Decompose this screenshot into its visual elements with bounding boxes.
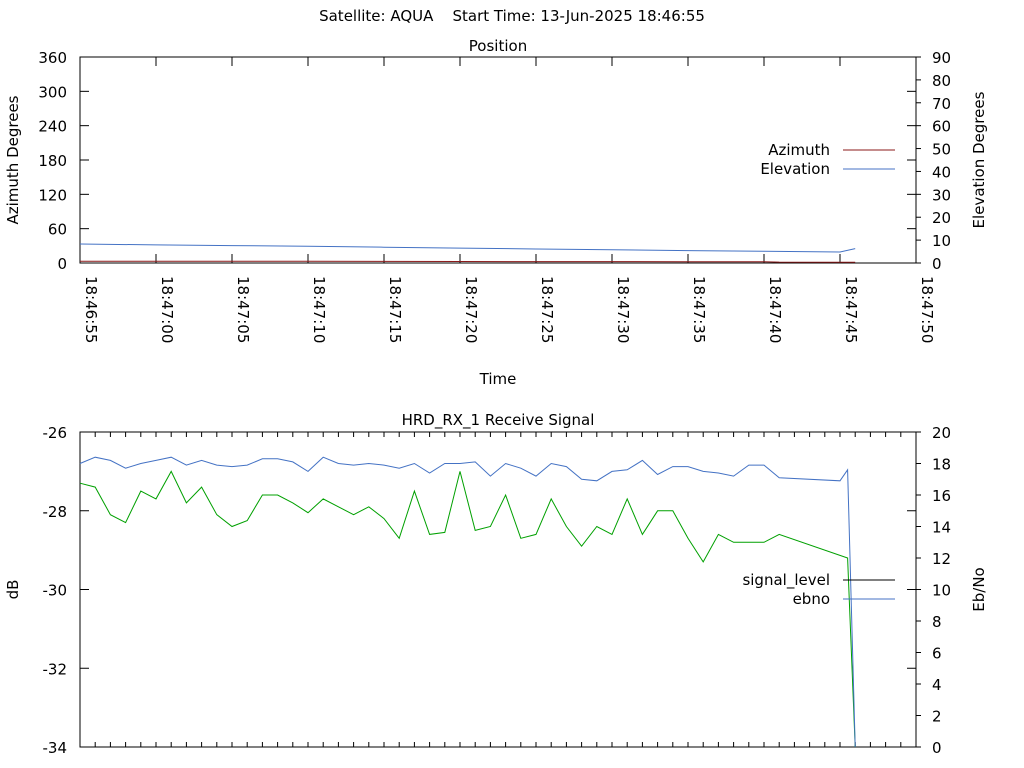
signal-y-tick-label: -34 [43,739,68,757]
position-x-tick-label: 18:47:15 [386,276,404,343]
position-y-tick-label: 0 [57,255,67,273]
position-y2-tick-label: 80 [932,72,951,90]
signal-y2-tick-label: 10 [932,582,951,600]
signal-y2-tick-label: 6 [932,645,942,663]
signal-y2-tick-label: 12 [932,550,951,568]
position-y2-tick-label: 0 [932,255,942,273]
signal-plot-frame [79,431,917,748]
position-y-tick-label: 240 [38,118,67,136]
position-y-tick-label: 120 [38,186,67,204]
position-y2-tick-label: 20 [932,209,951,227]
position-x-tick-label: 18:46:55 [82,276,100,343]
signal-y2-tick-label: 20 [932,424,951,442]
position-x-axis-label: Time [479,370,517,388]
signal-y2-tick-label: 0 [932,739,942,757]
position-y-axis-label: Azimuth Degrees [4,95,22,224]
signal-y-tick-label: -30 [43,582,68,600]
signal-legend-label: signal_level [742,571,830,590]
position-y-tick-label: 60 [48,221,67,239]
position-x-tick-label: 18:47:00 [158,276,176,343]
position-chart-title: Position [469,37,527,55]
position-y2-tick-label: 40 [932,163,951,181]
signal-y2-tick-label: 14 [932,519,951,537]
signal-y-axis-label: dB [4,580,22,600]
signal-legend-label: ebno [793,590,830,608]
position-x-tick-label: 18:47:45 [842,276,860,343]
position-series-line-elevation [79,243,856,253]
position-y2-tick-label: 30 [932,186,951,204]
signal-y2-tick-label: 4 [932,676,942,694]
position-x-tick-label: 18:47:40 [766,276,784,343]
position-y2-tick-label: 50 [932,141,951,159]
position-x-tick-label: 18:47:35 [690,276,708,343]
signal-chart-title: HRD_RX_1 Receive Signal [402,411,595,430]
position-x-tick-label: 18:47:50 [918,276,936,343]
position-x-tick-label: 18:47:20 [462,276,480,343]
position-y2-tick-label: 70 [932,95,951,113]
position-x-tick-label: 18:47:25 [538,276,556,343]
position-y-tick-label: 360 [38,49,67,67]
position-x-tick-label: 18:47:10 [310,276,328,343]
signal-y2-tick-label: 8 [932,613,942,631]
signal-series-line-signal-level [79,470,856,748]
signal-y2-tick-label: 18 [932,456,951,474]
position-y-tick-label: 300 [38,83,67,101]
position-y-tick-label: 180 [38,152,67,170]
signal-y-tick-label: -32 [43,660,68,678]
signal-y-tick-label: -26 [43,424,68,442]
position-x-tick-label: 18:47:05 [234,276,252,343]
position-y2-tick-label: 90 [932,49,951,67]
position-series-line-azimuth [80,260,856,263]
position-y2-tick-label: 10 [932,232,951,250]
position-y2-tick-label: 60 [932,118,951,136]
signal-y2-tick-label: 16 [932,487,951,505]
signal-y2-tick-label: 2 [932,708,942,726]
position-y2-axis-label: Elevation Degrees [970,91,988,228]
signal-series-line-ebno [79,456,856,748]
signal-y2-axis-label: Eb/No [970,567,988,611]
position-legend-label: Elevation [760,160,830,178]
signal-y-tick-label: -28 [43,503,68,521]
page-title: Satellite: AQUA Start Time: 13-Jun-2025 … [319,7,705,25]
position-x-tick-label: 18:47:30 [614,276,632,343]
position-legend-label: Azimuth [768,141,830,159]
